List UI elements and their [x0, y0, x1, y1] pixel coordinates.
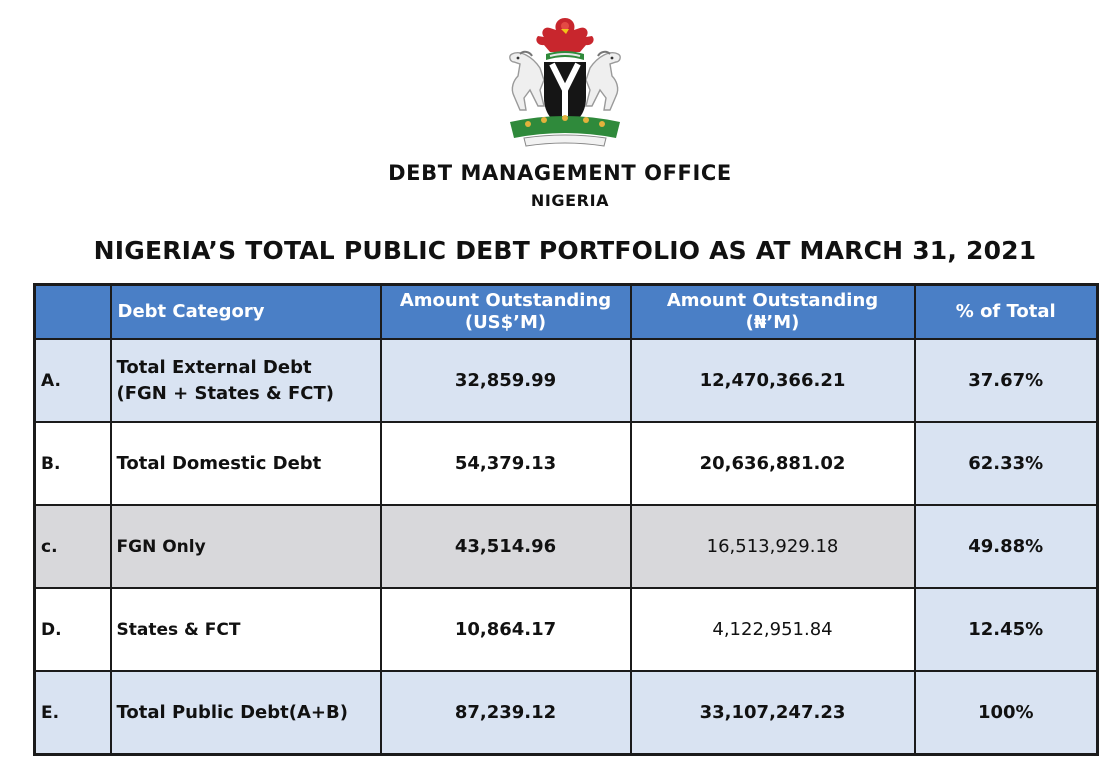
- table-row: A. Total External Debt (FGN + States & F…: [33, 338, 1099, 423]
- table-row: D. States & FCT 10,864.17 4,122,951.84 1…: [33, 587, 1099, 672]
- row-ngn-amount: 4,122,951.84: [629, 587, 916, 672]
- ngn-header-line1: Amount Outstanding: [666, 290, 879, 311]
- category-column-header: Debt Category: [109, 283, 382, 340]
- eagle-icon: [536, 18, 594, 52]
- usd-header-line1: Amount Outstanding: [399, 290, 612, 311]
- row-letter: c.: [33, 504, 112, 589]
- row-percent: 62.33%: [913, 421, 1099, 506]
- row-usd-amount: 10,864.17: [379, 587, 632, 672]
- row-ngn-amount: 16,513,929.18: [629, 504, 916, 589]
- row-usd-amount: 43,514.96: [379, 504, 632, 589]
- row-letter: B.: [33, 421, 112, 506]
- row-letter: D.: [33, 587, 112, 672]
- row-category: States & FCT: [109, 587, 382, 672]
- row-ngn-amount: 20,636,881.02: [629, 421, 916, 506]
- letter-column-header: [33, 283, 112, 340]
- row-category: Total Public Debt(A+B): [109, 670, 382, 756]
- row-percent: 100%: [913, 670, 1099, 756]
- row-category-line2: (FGN + States & FCT): [116, 382, 334, 404]
- office-name: DEBT MANAGEMENT OFFICE: [388, 161, 732, 185]
- table-row: B. Total Domestic Debt 54,379.13 20,636,…: [33, 421, 1099, 506]
- row-category: Total External Debt (FGN + States & FCT): [109, 338, 382, 423]
- row-letter: A.: [33, 338, 112, 423]
- row-category-line1: Total External Debt: [116, 356, 312, 378]
- percent-column-header: % of Total: [913, 283, 1099, 340]
- row-usd-amount: 54,379.13: [379, 421, 632, 506]
- row-usd-amount: 87,239.12: [379, 670, 632, 756]
- row-percent: 12.45%: [913, 587, 1099, 672]
- table-row: E. Total Public Debt(A+B) 87,239.12 33,1…: [33, 670, 1099, 756]
- row-letter: E.: [33, 670, 112, 756]
- table-header-row: Debt Category Amount Outstanding (US$’M)…: [33, 283, 1099, 340]
- usd-header-line2: (US$’M): [464, 312, 547, 333]
- ngn-header-line2: (₦’M): [745, 312, 800, 333]
- row-usd-amount: 32,859.99: [379, 338, 632, 423]
- row-ngn-amount: 33,107,247.23: [629, 670, 916, 756]
- ngn-column-header: Amount Outstanding (₦’M): [629, 283, 916, 340]
- row-category: FGN Only: [109, 504, 382, 589]
- row-ngn-amount: 12,470,366.21: [629, 338, 916, 423]
- shield-icon: [544, 62, 586, 128]
- table-row: c. FGN Only 43,514.96 16,513,929.18 49.8…: [33, 504, 1099, 589]
- right-horse-icon: [585, 50, 621, 111]
- left-horse-icon: [509, 50, 545, 111]
- row-percent: 37.67%: [913, 338, 1099, 423]
- row-category: Total Domestic Debt: [109, 421, 382, 506]
- office-country: NIGERIA: [530, 191, 610, 210]
- debt-portfolio-table: Debt Category Amount Outstanding (US$’M)…: [33, 283, 1099, 756]
- usd-column-header: Amount Outstanding (US$’M): [379, 283, 632, 340]
- flower-base-icon: [510, 115, 620, 138]
- document-title: NIGERIA’S TOTAL PUBLIC DEBT PORTFOLIO AS…: [93, 236, 1037, 265]
- coat-of-arms-logo: [509, 18, 621, 147]
- row-percent: 49.88%: [913, 504, 1099, 589]
